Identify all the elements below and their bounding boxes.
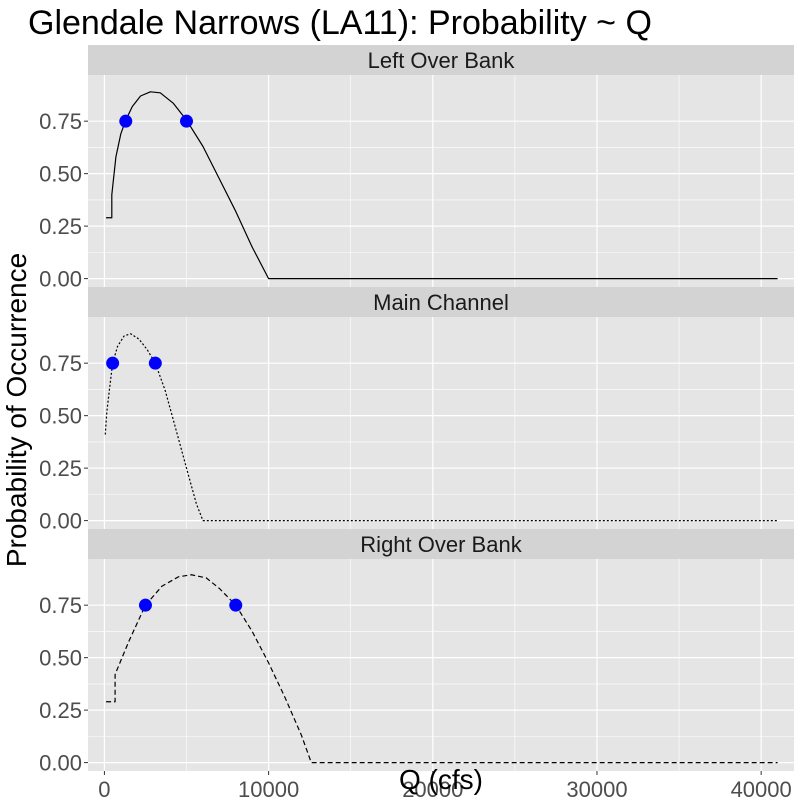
- facet-panels: Left Over Bank 0.00 0.25 0.50 0.75 0 10000 2000…: [39, 45, 794, 800]
- strip-background: [88, 529, 794, 559]
- strip-label-right-over-bank: Right Over Bank: [360, 532, 522, 557]
- probability-curve-right-over-bank: [106, 574, 778, 764]
- y-tick-label: 0.25: [39, 214, 82, 239]
- y-tick-label: 0.00: [39, 751, 82, 776]
- data-point: [148, 356, 162, 370]
- data-point: [229, 598, 243, 612]
- panel-left-over-bank: Left Over Bank0.000.250.500.750100002000…: [39, 45, 794, 318]
- x-axis-title: Q (cfs): [399, 764, 483, 795]
- x-tick-label: 40000: [731, 777, 792, 800]
- data-point: [119, 114, 133, 128]
- y-tick-label: 0.25: [39, 456, 82, 481]
- y-tick-label: 0.50: [39, 646, 82, 671]
- panel-background: [88, 75, 794, 287]
- probability-curve-left-over-bank: [106, 91, 778, 280]
- chart-title: Glendale Narrows (LA11): Probability ~ Q: [28, 4, 652, 42]
- x-tick-label: 0: [98, 777, 110, 800]
- panel-background: [88, 559, 794, 771]
- y-tick-label: 0.00: [39, 267, 82, 292]
- probability-curve-main-channel: [104, 333, 778, 522]
- strip-label-main-channel: Main Channel: [373, 290, 509, 315]
- strip-label-left-over-bank: Left Over Bank: [368, 48, 516, 73]
- y-tick-label: 0.50: [39, 404, 82, 429]
- x-tick-label: 20000: [402, 777, 463, 800]
- y-axis-title: Probability of Occurrence: [1, 253, 32, 567]
- y-tick-label: 0.00: [39, 509, 82, 534]
- strip-background: [88, 287, 794, 317]
- data-point: [106, 356, 120, 370]
- y-tick-label: 0.75: [39, 351, 82, 376]
- y-tick-label: 0.25: [39, 698, 82, 723]
- y-tick-label: 0.75: [39, 593, 82, 618]
- data-point: [138, 598, 152, 612]
- x-tick-label: 10000: [238, 777, 299, 800]
- x-tick-label: 30000: [566, 777, 627, 800]
- data-point: [180, 114, 194, 128]
- panel-main-channel: Main Channel0.000.250.500.75010000200003…: [39, 287, 794, 560]
- panel-right-over-bank: Right Over Bank 0.00 0.25 0.50 0.75 0 10000 200…: [39, 529, 794, 800]
- panel-background: [88, 317, 794, 529]
- strip-background: [88, 45, 794, 75]
- y-tick-label: 0.50: [39, 162, 82, 187]
- y-tick-label: 0.75: [39, 109, 82, 134]
